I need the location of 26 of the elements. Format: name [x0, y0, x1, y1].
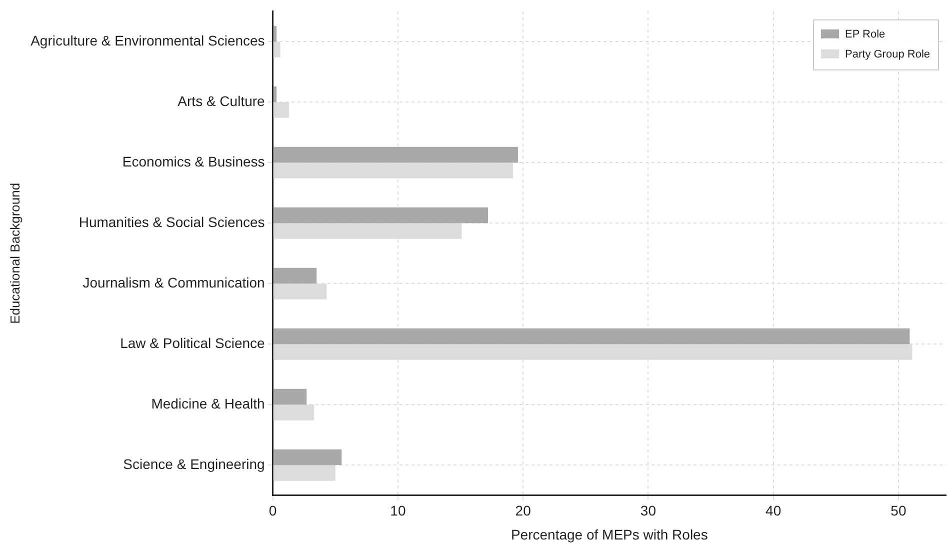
x-tick-label: 10 [390, 502, 406, 519]
legend-label: Party Group Role [845, 48, 930, 60]
x-tick-label: 40 [766, 502, 782, 519]
bar [273, 207, 488, 224]
bar [273, 146, 518, 163]
y-tick-label: Humanities & Social Sciences [78, 214, 265, 230]
y-tick-label: Medicine & Health [151, 396, 265, 412]
bar [273, 388, 307, 405]
x-axis-title: Percentage of MEPs with Roles [510, 526, 708, 542]
y-tick-label: Law & Political Science [120, 335, 266, 352]
bar [273, 328, 910, 344]
legend-label: EP Role [845, 28, 886, 40]
y-tick-label: Agriculture & Environmental Sciences [30, 32, 265, 49]
y-tick-label: Science & Engineering [123, 456, 265, 472]
bar [273, 86, 277, 102]
y-tick-label: Journalism & Communication [82, 274, 265, 291]
x-tick-label: 30 [640, 502, 656, 519]
x-tick-label: 50 [890, 502, 906, 519]
x-tick-label: 0 [268, 502, 277, 519]
bar [273, 26, 277, 42]
y-tick-label: Arts & Culture [178, 93, 266, 110]
y-axis-title: Educational Background [7, 182, 22, 324]
bar [273, 449, 342, 466]
x-tick-label: 20 [515, 502, 532, 519]
bar [273, 268, 317, 284]
y-tick-label: Economics & Business [122, 154, 265, 170]
